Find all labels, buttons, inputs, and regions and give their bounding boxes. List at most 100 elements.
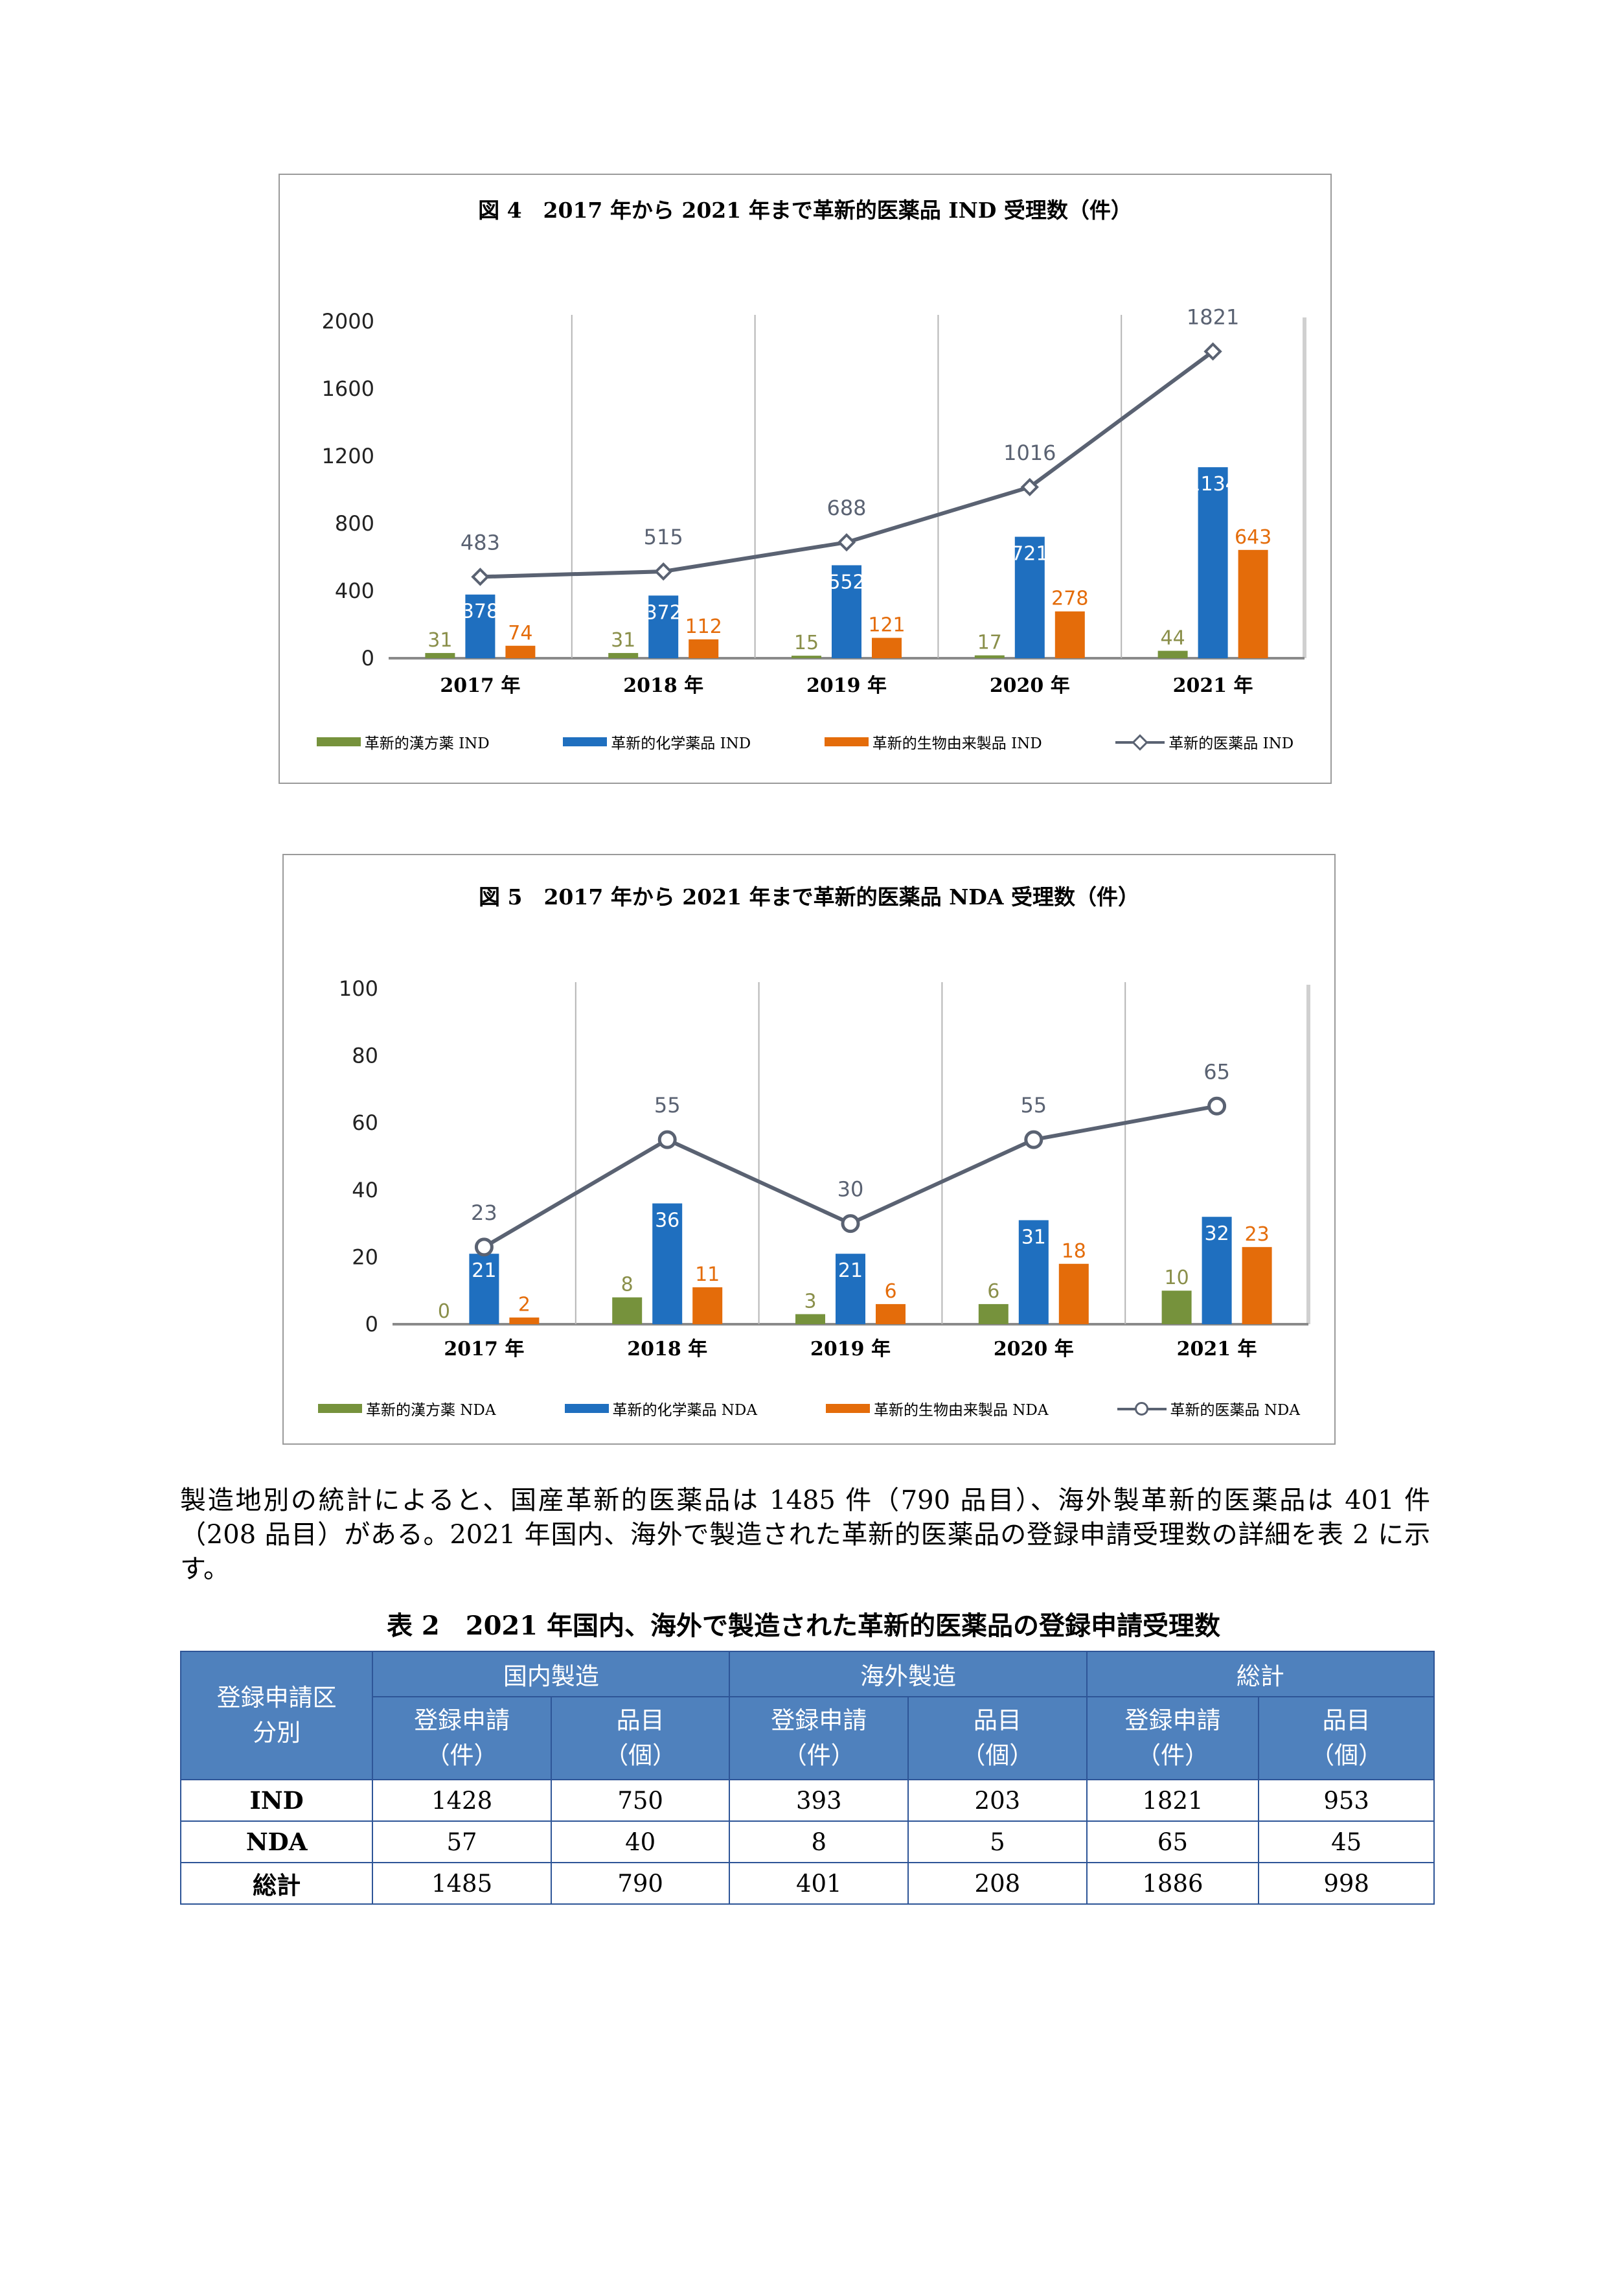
y-tick-label: 60	[352, 1110, 378, 1135]
data-label: 552	[828, 571, 865, 593]
data-label: 15	[794, 632, 819, 654]
legend-label: 革新的医薬品 IND	[1168, 735, 1294, 752]
bar-革新的漢方薬-IND-4	[1157, 650, 1188, 658]
bar-革新的生物由来製品-IND-0	[505, 645, 536, 658]
row-label: NDA	[179, 1820, 374, 1863]
x-tick-label: 2020 年	[994, 1338, 1074, 1360]
bar-革新的化学薬品-NDA-2	[836, 1254, 865, 1324]
bar-革新的生物由来製品-IND-4	[1238, 549, 1268, 658]
data-label: 31	[611, 629, 635, 652]
data-label: 3	[804, 1290, 816, 1313]
line-point	[657, 1130, 677, 1149]
y-tick-label: 0	[365, 1312, 378, 1337]
data-label: 721	[1011, 543, 1048, 566]
legend-item: 革新的生物由来製品 NDA	[826, 1397, 1049, 1419]
table-cell: 1821	[1086, 1779, 1260, 1822]
legend-marker	[1134, 1402, 1148, 1416]
sub-header-applications: 登録申請 （件）	[372, 1696, 552, 1780]
table-cell: 1428	[372, 1779, 552, 1822]
x-tick-label: 2021 年	[1177, 1338, 1257, 1360]
data-label: 21	[838, 1259, 863, 1282]
line-point	[1203, 342, 1222, 361]
bar-革新的生物由来製品-NDA-2	[876, 1303, 906, 1324]
x-tick-label: 2017 年	[444, 1338, 524, 1360]
line-point	[1024, 1130, 1043, 1149]
legend-label: 革新的漢方薬 IND	[364, 735, 490, 752]
bar-革新的生物由来製品-IND-3	[1054, 611, 1085, 658]
table-cell: 1485	[372, 1862, 552, 1905]
table-cell: 1886	[1086, 1862, 1260, 1905]
row-label: 総計	[179, 1862, 374, 1905]
table-cell: 57	[372, 1820, 552, 1863]
legend-swatch	[318, 1404, 362, 1413]
y-tick-label: 20	[352, 1245, 378, 1269]
legend-label: 革新的生物由来製品 NDA	[874, 1402, 1049, 1419]
group-header-total: 総計	[1086, 1651, 1435, 1697]
bar-革新的生物由来製品-IND-1	[689, 639, 719, 658]
table-cell: 401	[729, 1862, 909, 1905]
legend-swatch	[564, 1404, 609, 1413]
figure-4: 図 4 2017 年から 2021 年まで革新的医薬品 IND 受理数（件） 0…	[279, 174, 1332, 784]
table-2-title: 表 2 2021 年国内、海外で製造された革新的医薬品の登録申請受理数	[386, 1611, 1220, 1641]
bar-革新的漢方薬-NDA-3	[978, 1303, 1009, 1324]
line-point	[474, 1237, 494, 1257]
table-cell: 208	[907, 1862, 1088, 1905]
legend-swatch	[1117, 1402, 1167, 1416]
legend-item: 革新的医薬品 NDA	[1117, 1397, 1300, 1419]
bar-革新的漢方薬-NDA-1	[612, 1297, 643, 1324]
y-tick-label: 100	[339, 976, 378, 1001]
table-row: 総計 1485 790 401 208 1886 998	[179, 1862, 1435, 1905]
legend-swatch	[826, 1404, 870, 1413]
table-cell: 953	[1258, 1779, 1435, 1822]
data-label: 17	[977, 632, 1002, 654]
table-cell: 45	[1258, 1820, 1435, 1863]
x-tick-label: 2019 年	[806, 674, 887, 697]
y-tick-label: 80	[352, 1044, 378, 1068]
figure-5-title: 図 5 2017 年から 2021 年まで革新的医薬品 NDA 受理数（件）	[479, 884, 1139, 910]
table-2: 登録申請区 分別 国内製造 海外製造 総計 登録申請 （件） 品目 （個） 登録申請（…	[179, 1651, 1435, 1905]
legend-swatch	[1115, 734, 1165, 751]
sub-header-items: 品目 （個）	[1258, 1696, 1435, 1780]
data-label: 372	[645, 601, 682, 624]
data-label: 643	[1235, 526, 1271, 549]
line-point	[841, 1214, 860, 1234]
data-label: 1134	[1188, 473, 1237, 496]
bar-革新的化学薬品-NDA-0	[469, 1254, 499, 1324]
table-cell: 750	[550, 1779, 731, 1822]
y-tick-label: 400	[335, 579, 374, 603]
x-tick-label: 2021 年	[1173, 674, 1253, 697]
legend-swatch	[824, 737, 869, 746]
legend-item: 革新的化学薬品 IND	[563, 731, 751, 753]
data-label: 6	[884, 1280, 896, 1303]
legend-label: 革新的化学薬品 NDA	[612, 1402, 758, 1419]
data-label: 32	[1205, 1223, 1229, 1245]
figure-4-title: 図 4 2017 年から 2021 年まで革新的医薬品 IND 受理数（件）	[478, 198, 1132, 223]
line-point	[654, 562, 673, 581]
data-label: 8	[621, 1274, 633, 1296]
legend-label: 革新的化学薬品 IND	[611, 735, 751, 752]
bar-革新的化学薬品-IND-4	[1198, 467, 1228, 658]
corner-header-text: 登録申請区 分別	[216, 1684, 337, 1747]
table-cell: 790	[550, 1862, 731, 1905]
data-label: 21	[472, 1259, 496, 1282]
bar-革新的化学薬品-NDA-1	[652, 1203, 683, 1324]
group-header-domestic: 国内製造	[372, 1651, 731, 1697]
legend-item: 革新的化学薬品 NDA	[564, 1397, 758, 1419]
table-cell: 393	[729, 1779, 909, 1822]
table-cell: 998	[1258, 1862, 1435, 1905]
x-tick-label: 2020 年	[990, 674, 1070, 697]
data-label: 2	[518, 1294, 530, 1316]
line-data-label: 483	[461, 530, 500, 555]
bar-革新的漢方薬-IND-1	[608, 652, 639, 658]
y-tick-label: 1200	[322, 444, 374, 468]
line-point	[837, 533, 856, 552]
figure-5: 図 5 2017 年から 2021 年まで革新的医薬品 NDA 受理数（件） 0…	[282, 854, 1336, 1445]
legend-marker	[1132, 734, 1148, 751]
data-label: 10	[1165, 1267, 1189, 1289]
legend-item: 革新的生物由来製品 IND	[824, 731, 1042, 753]
x-tick-label: 2017 年	[440, 674, 520, 697]
line-data-label: 515	[644, 525, 683, 549]
data-label: 278	[1051, 588, 1088, 610]
table-cell: 203	[907, 1779, 1088, 1822]
